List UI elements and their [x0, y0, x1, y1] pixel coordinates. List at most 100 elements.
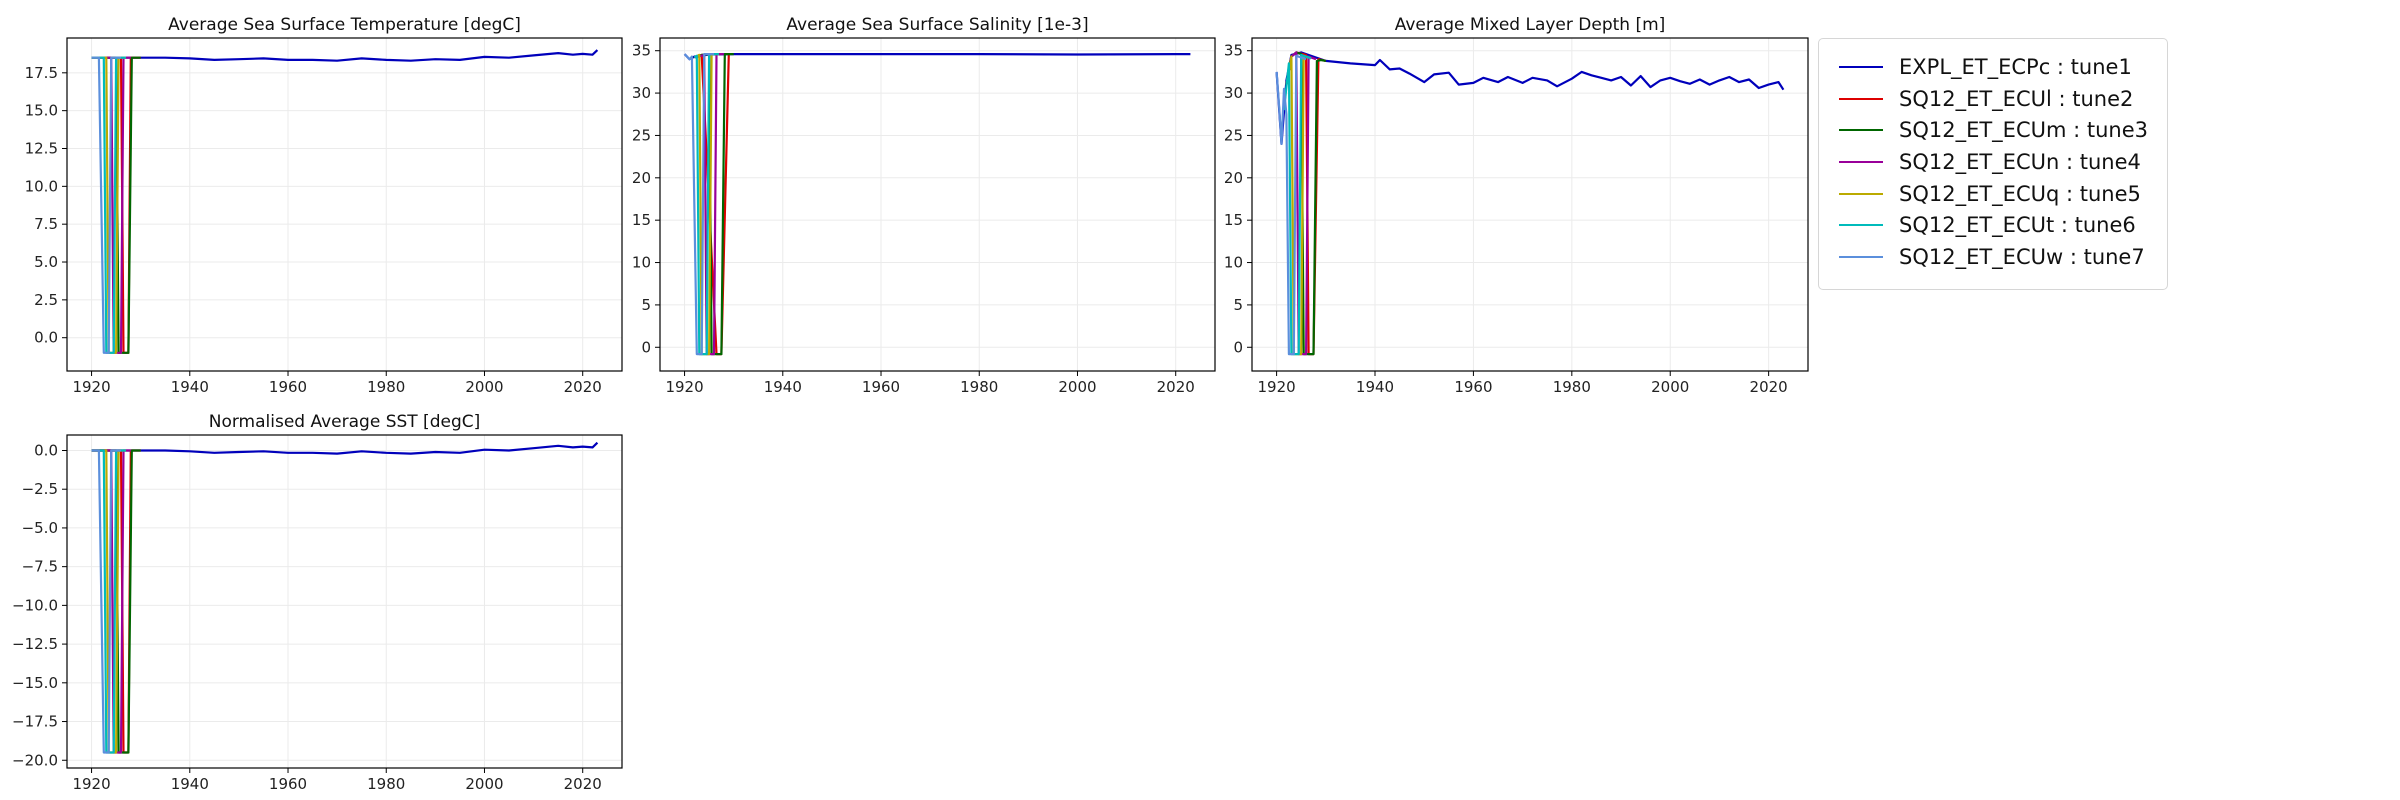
- chart-panel: 1920 1940 1960 1980 2000 2020 0 5 10 15 20 25 30 35 Av…: [632, 15, 1216, 396]
- legend-label: SQ12_ET_ECUq : tune5: [1899, 181, 2141, 206]
- chart-panel: 1920 1940 1960 1980 2000 2020 0.0 −2.5 −5.0 −7.5 −…: [12, 412, 623, 793]
- legend-entry: SQ12_ET_ECUt : tune6: [1839, 209, 2167, 241]
- y-tick-label: 2.5: [34, 291, 58, 309]
- series-line: [683, 52, 714, 356]
- y-tick-label: 30: [632, 84, 651, 102]
- x-tick-label: 2020: [1157, 378, 1195, 396]
- y-tick-label: 25: [632, 126, 651, 144]
- x-tick-label: 2020: [564, 775, 602, 793]
- legend-label: SQ12_ET_ECUw : tune7: [1899, 244, 2145, 269]
- chart-title: Normalised Average SST [degC]: [209, 412, 481, 432]
- x-tick-label: 1980: [960, 378, 998, 396]
- legend-entry: SQ12_ET_ECUq : tune5: [1839, 178, 2167, 210]
- x-tick-label: 2000: [1058, 378, 1096, 396]
- y-tick-label: 0.0: [34, 441, 58, 459]
- legend-swatch: [1839, 97, 1883, 100]
- x-tick-label: 2000: [1651, 378, 1689, 396]
- y-tick-label: 5: [641, 296, 651, 314]
- legend: EXPL_ET_ECPc : tune1 SQ12_ET_ECUl : tune…: [1818, 38, 2168, 290]
- series-line: [91, 56, 121, 354]
- legend-label: SQ12_ET_ECUn : tune4: [1899, 149, 2141, 174]
- y-tick-label: 0: [1233, 338, 1243, 356]
- y-tick-label: 10.0: [25, 177, 58, 195]
- x-tick-label: 2000: [465, 775, 503, 793]
- x-tick-label: 1980: [1553, 378, 1591, 396]
- y-tick-label: 0.0: [34, 329, 58, 347]
- legend-swatch: [1839, 255, 1883, 258]
- series-line: [1275, 54, 1307, 356]
- y-tick-label: −15.0: [12, 674, 58, 692]
- chart-panel: 1920 1940 1960 1980 2000 2020 0 5 10 15 20 25 30 35 Av…: [1224, 15, 1809, 396]
- x-tick-label: 1920: [1258, 378, 1296, 396]
- legend-swatch: [1839, 160, 1883, 163]
- series-line: [1275, 51, 1785, 145]
- x-tick-label: 2020: [564, 378, 602, 396]
- y-tick-label: 10: [1224, 254, 1243, 272]
- y-tick-label: 10: [632, 254, 651, 272]
- y-tick-label: −20.0: [12, 751, 58, 769]
- x-tick-label: 2000: [465, 378, 503, 396]
- series-line: [1282, 53, 1312, 356]
- y-tick-label: 30: [1224, 84, 1243, 102]
- legend-entry: SQ12_ET_ECUl : tune2: [1839, 83, 2167, 115]
- y-tick-label: −12.5: [12, 635, 58, 653]
- x-tick-label: 1920: [72, 775, 110, 793]
- y-tick-label: −5.0: [22, 519, 58, 537]
- y-tick-label: 12.5: [25, 139, 58, 157]
- x-tick-label: 1960: [269, 775, 307, 793]
- y-tick-label: 5.0: [34, 253, 58, 271]
- y-tick-label: 20: [632, 169, 651, 187]
- x-tick-label: 1960: [1454, 378, 1492, 396]
- x-tick-label: 1980: [367, 378, 405, 396]
- legend-label: SQ12_ET_ECUm : tune3: [1899, 118, 2148, 143]
- y-tick-label: 15: [1224, 211, 1243, 229]
- y-tick-label: 0: [641, 338, 651, 356]
- series-line: [91, 49, 599, 62]
- x-tick-label: 1960: [269, 378, 307, 396]
- legend-label: SQ12_ET_ECUt : tune6: [1899, 213, 2136, 238]
- legend-label: EXPL_ET_ECPc : tune1: [1899, 54, 2132, 79]
- x-tick-label: 1940: [171, 775, 209, 793]
- y-tick-label: 15.0: [25, 102, 58, 120]
- x-tick-label: 1920: [665, 378, 703, 396]
- y-tick-label: −10.0: [12, 596, 58, 614]
- chart-panel: 1920 1940 1960 1980 2000 2020 0.0 2.5 5.0 7.5 10.0…: [25, 15, 623, 396]
- legend-swatch: [1839, 65, 1883, 68]
- axes-frame: [659, 37, 1216, 372]
- x-tick-label: 2020: [1750, 378, 1788, 396]
- axes-frame: [66, 434, 623, 769]
- x-tick-label: 1920: [72, 378, 110, 396]
- y-tick-label: 5: [1233, 296, 1243, 314]
- x-tick-label: 1980: [367, 775, 405, 793]
- legend-swatch: [1839, 129, 1883, 132]
- chart-title: Average Sea Surface Temperature [degC]: [168, 15, 521, 35]
- legend-swatch: [1839, 224, 1883, 227]
- x-tick-label: 1940: [1356, 378, 1394, 396]
- axes-frame: [66, 37, 623, 372]
- y-tick-label: 15: [632, 211, 651, 229]
- axes-frame: [1251, 37, 1809, 372]
- legend-entry: SQ12_ET_ECUm : tune3: [1839, 114, 2167, 146]
- y-tick-label: 35: [632, 42, 651, 60]
- x-tick-label: 1940: [171, 378, 209, 396]
- chart-title: Average Mixed Layer Depth [m]: [1395, 15, 1666, 35]
- chart-title: Average Sea Surface Salinity [1e-3]: [786, 15, 1088, 35]
- x-tick-label: 1960: [862, 378, 900, 396]
- legend-swatch: [1839, 192, 1883, 195]
- y-tick-label: 25: [1224, 126, 1243, 144]
- legend-label: SQ12_ET_ECUl : tune2: [1899, 86, 2134, 111]
- legend-entry: EXPL_ET_ECPc : tune1: [1839, 51, 2167, 83]
- series-line: [91, 441, 599, 455]
- series-line: [683, 52, 1191, 61]
- y-tick-label: 20: [1224, 169, 1243, 187]
- y-tick-label: −2.5: [22, 480, 58, 498]
- y-tick-label: −17.5: [12, 713, 58, 731]
- legend-entry: SQ12_ET_ECUn : tune4: [1839, 146, 2167, 178]
- series-line: [91, 449, 121, 754]
- legend-entry: SQ12_ET_ECUw : tune7: [1839, 241, 2167, 273]
- x-tick-label: 1940: [764, 378, 802, 396]
- y-tick-label: 7.5: [34, 215, 58, 233]
- y-tick-label: 35: [1224, 42, 1243, 60]
- y-tick-label: −7.5: [22, 558, 58, 576]
